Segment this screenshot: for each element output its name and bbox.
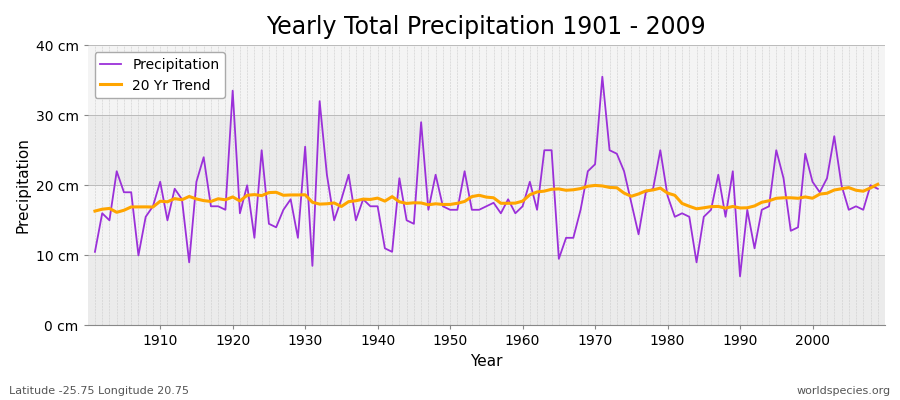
Bar <box>87 115 885 185</box>
Precipitation <box>350 218 361 223</box>
X-axis label: Year: Year <box>470 354 502 369</box>
Precipitation <box>872 186 883 191</box>
Precipitation <box>90 250 101 254</box>
20 Yr Trend <box>872 182 883 187</box>
20 Yr Trend <box>314 202 325 206</box>
Line: 20 Yr Trend: 20 Yr Trend <box>95 184 878 212</box>
Precipitation <box>307 264 318 268</box>
Precipitation <box>611 151 622 156</box>
Text: Latitude -25.75 Longitude 20.75: Latitude -25.75 Longitude 20.75 <box>9 386 189 396</box>
20 Yr Trend <box>611 185 622 190</box>
20 Yr Trend <box>525 192 535 197</box>
20 Yr Trend <box>112 210 122 215</box>
Title: Yearly Total Precipitation 1901 - 2009: Yearly Total Precipitation 1901 - 2009 <box>266 15 706 39</box>
20 Yr Trend <box>155 199 166 204</box>
Precipitation <box>734 274 745 279</box>
Text: worldspecies.org: worldspecies.org <box>796 386 891 396</box>
Precipitation <box>510 211 521 216</box>
Bar <box>87 255 885 326</box>
Bar <box>87 185 885 255</box>
Bar <box>87 45 885 115</box>
Precipitation <box>148 204 158 209</box>
20 Yr Trend <box>518 199 528 204</box>
Precipitation <box>518 204 528 209</box>
20 Yr Trend <box>357 197 368 202</box>
Line: Precipitation: Precipitation <box>95 77 878 276</box>
Precipitation <box>597 74 608 79</box>
Legend: Precipitation, 20 Yr Trend: Precipitation, 20 Yr Trend <box>94 52 225 98</box>
Y-axis label: Precipitation: Precipitation <box>15 137 30 233</box>
20 Yr Trend <box>90 209 101 214</box>
